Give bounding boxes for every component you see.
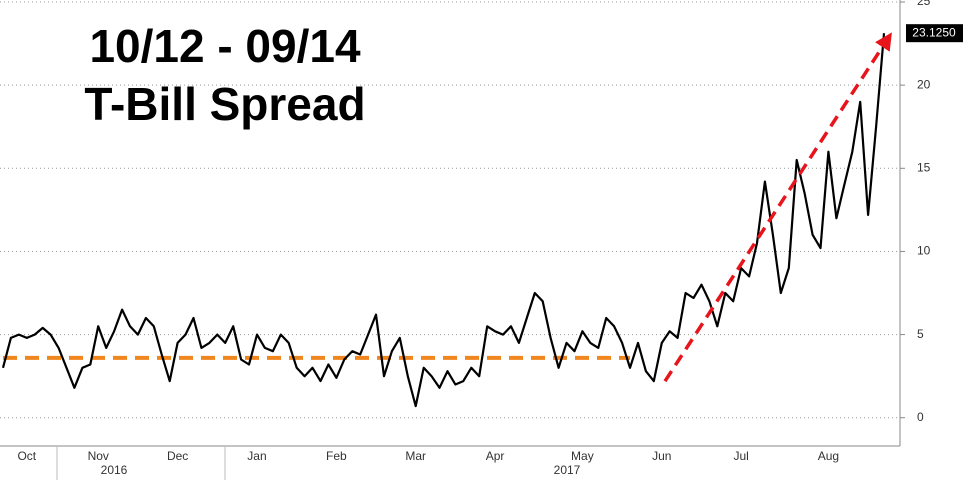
x-tick-label: Jan [247,449,266,463]
trend-arrow [663,32,892,383]
y-tick-label: 0 [917,410,924,424]
y-tick-label: 15 [917,160,931,174]
line-series [1,33,886,408]
last-value-box [906,24,963,43]
last-value-label: 23.1250 [912,25,956,39]
x-tick-label: Jun [652,449,671,463]
x-tick-label: Apr [486,449,505,463]
x-tick-label: Oct [17,449,36,463]
x-tick-label: Nov [88,449,109,463]
x-tick-label: May [571,449,594,463]
x-tick-label: Jul [733,449,748,463]
x-tick-label: Aug [818,449,839,463]
y-tick-label: 20 [917,77,931,91]
year-label: 2016 [101,463,128,477]
x-tick-label: Dec [167,449,188,463]
y-tick-label: 5 [917,327,924,341]
year-label: 2017 [554,463,581,477]
y-tick-label: 25 [917,0,931,8]
x-tick-label: Mar [405,449,426,463]
chart-title: 10/12 - 09/14 [89,20,361,72]
chart-subtitle: T-Bill Spread [84,78,365,130]
y-tick-label: 10 [917,244,931,258]
x-tick-label: Feb [326,449,347,463]
